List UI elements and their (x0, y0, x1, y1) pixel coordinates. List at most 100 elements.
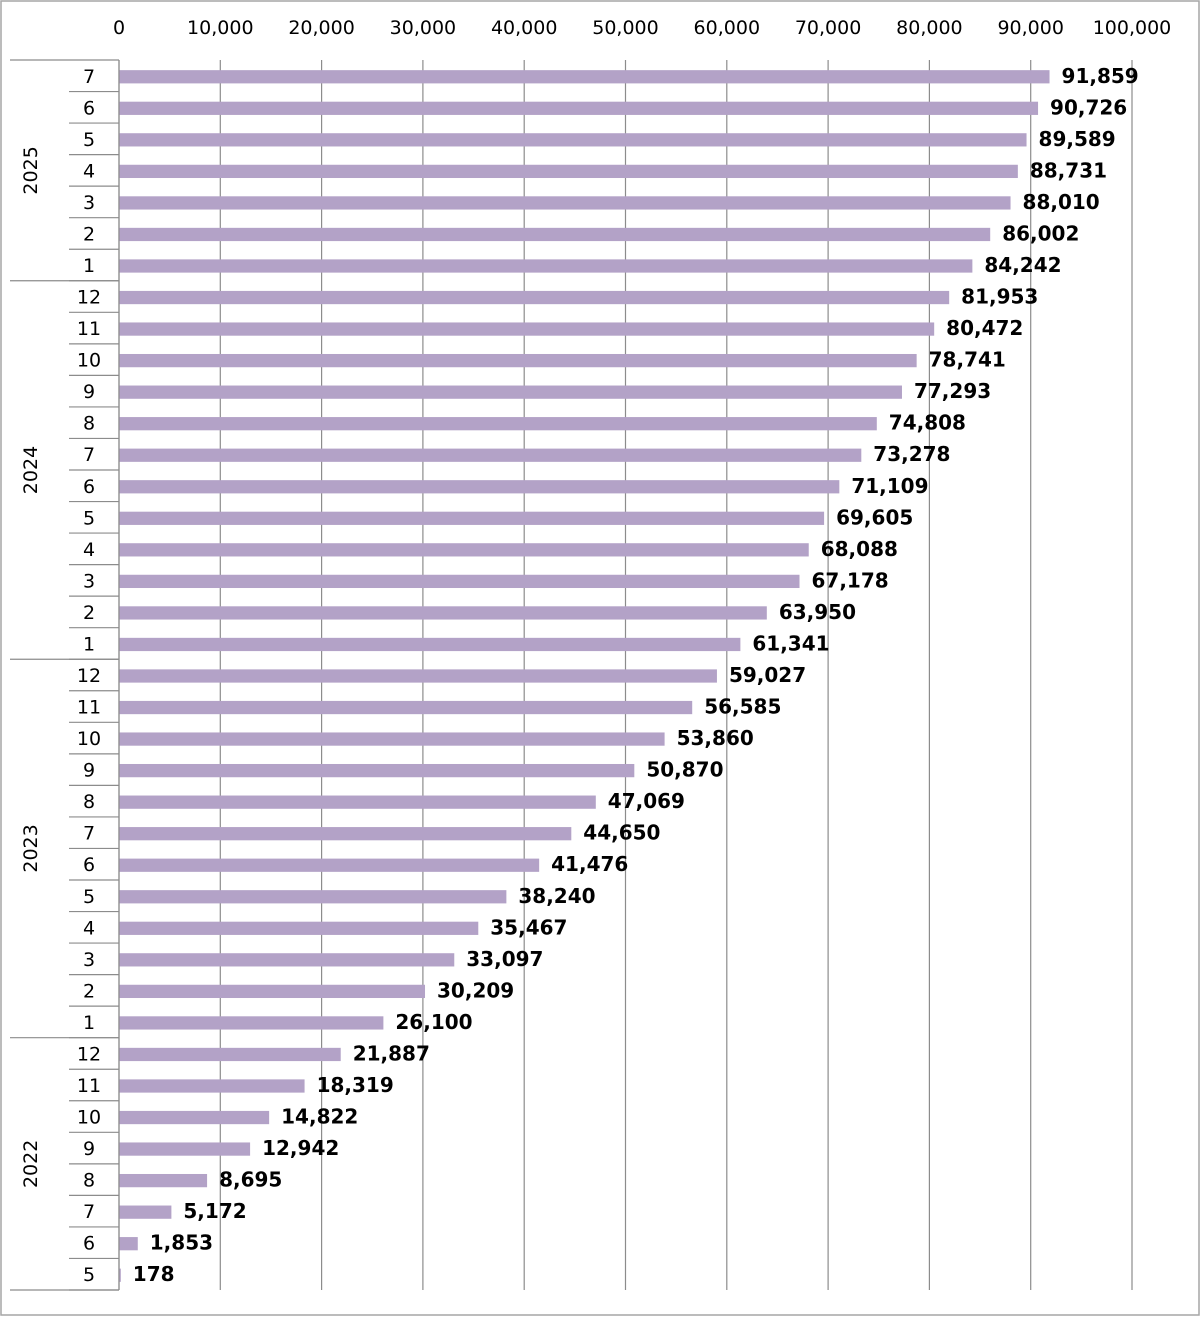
month-label: 6 (83, 854, 95, 876)
data-label: 68,088 (821, 537, 898, 561)
data-label: 30,209 (437, 978, 514, 1002)
x-tick-label: 10,000 (187, 17, 253, 39)
month-label: 11 (77, 1075, 101, 1097)
data-label: 56,585 (704, 695, 781, 719)
x-tick-label: 80,000 (896, 17, 962, 39)
bar-2023-10 (119, 732, 665, 746)
bar-2023-3 (119, 953, 455, 967)
data-label: 91,859 (1062, 64, 1139, 88)
month-label: 12 (77, 665, 101, 687)
bar-2022-9 (119, 1142, 251, 1156)
data-label: 53,860 (677, 726, 754, 750)
month-label: 3 (83, 192, 95, 214)
bar-2022-11 (119, 1079, 305, 1093)
data-label: 18,319 (317, 1073, 394, 1097)
bar-2024-12 (119, 290, 950, 305)
data-label: 33,097 (466, 947, 543, 971)
bar-2022-7 (119, 1205, 172, 1219)
bar-2025-1 (119, 259, 973, 273)
data-label: 63,950 (779, 600, 856, 624)
bar-2024-7 (119, 448, 862, 462)
data-label: 61,341 (752, 631, 829, 655)
x-tick-label: 60,000 (694, 17, 760, 39)
month-label: 2 (83, 602, 95, 624)
bar-2022-8 (119, 1173, 208, 1188)
data-label: 50,870 (646, 758, 723, 782)
data-label: 1,853 (150, 1231, 213, 1255)
year-label-2022: 2022 (20, 1140, 42, 1188)
data-label: 81,953 (961, 285, 1038, 309)
data-label: 44,650 (583, 821, 660, 845)
month-label: 7 (83, 444, 95, 466)
bar-2024-3 (119, 574, 800, 589)
year-label-2025: 2025 (20, 146, 42, 194)
bar-2025-4 (119, 164, 1018, 179)
month-label: 4 (83, 917, 95, 939)
data-label: 14,822 (281, 1105, 358, 1129)
month-label: 6 (83, 476, 95, 498)
bar-2023-11 (119, 700, 693, 715)
month-label: 8 (83, 413, 95, 435)
x-tick-label: 20,000 (288, 17, 354, 39)
bar-2023-9 (119, 763, 635, 778)
bar-2024-8 (119, 417, 877, 431)
bar-2024-10 (119, 353, 917, 368)
data-label: 35,467 (490, 915, 567, 939)
month-label: 8 (83, 791, 95, 813)
data-label: 73,278 (873, 442, 950, 466)
month-label: 9 (83, 760, 95, 782)
data-label: 26,100 (395, 1010, 472, 1034)
month-label: 10 (77, 350, 101, 372)
data-label: 8,695 (219, 1168, 282, 1192)
month-label: 9 (83, 381, 95, 403)
bar-2022-5 (119, 1268, 121, 1282)
bar-2023-6 (119, 858, 540, 872)
data-label: 80,472 (946, 316, 1023, 340)
data-label: 90,726 (1050, 95, 1127, 119)
bar-2025-2 (119, 227, 991, 242)
x-tick-label: 40,000 (491, 17, 557, 39)
bar-2024-6 (119, 480, 840, 494)
labels: 0 10,000 20,000 30,000 40,000 50,000 60,000 70,… (20, 17, 1171, 1286)
x-tick-label: 70,000 (795, 17, 861, 39)
month-label: 7 (83, 1201, 95, 1223)
bar-2022-10 (119, 1110, 270, 1125)
month-label: 9 (83, 1138, 95, 1160)
bar-2023-8 (119, 795, 596, 809)
bars (119, 70, 1050, 1282)
month-label: 5 (83, 886, 95, 908)
x-tick-label: 50,000 (592, 17, 658, 39)
data-label: 47,069 (608, 789, 685, 813)
data-label: 88,731 (1030, 158, 1107, 182)
data-label: 21,887 (353, 1041, 430, 1065)
data-label: 41,476 (551, 852, 628, 876)
bar-2025-7 (119, 70, 1050, 84)
data-label: 12,942 (262, 1136, 339, 1160)
x-tick-label: 90,000 (997, 17, 1063, 39)
data-label: 89,589 (1039, 127, 1116, 151)
month-label: 4 (83, 539, 95, 561)
bar-2024-1 (119, 637, 741, 652)
month-label: 5 (83, 129, 95, 151)
month-label: 4 (83, 160, 95, 182)
month-label: 2 (83, 980, 95, 1002)
bar-2023-1 (119, 1016, 384, 1030)
month-label: 6 (83, 97, 95, 119)
data-label: 88,010 (1023, 190, 1100, 214)
month-label: 6 (83, 1233, 95, 1255)
bar-2022-6 (119, 1237, 138, 1251)
month-label: 10 (77, 1107, 101, 1129)
month-label: 5 (83, 507, 95, 529)
bar-2023-5 (119, 890, 507, 904)
bar-2023-7 (119, 827, 572, 841)
data-label: 71,109 (851, 474, 928, 498)
month-label: 12 (77, 287, 101, 309)
month-label: 11 (77, 318, 101, 340)
bar-2023-4 (119, 921, 479, 935)
year-label-2024: 2024 (20, 446, 42, 494)
month-label: 10 (77, 728, 101, 750)
month-label: 3 (83, 949, 95, 971)
data-label: 77,293 (914, 379, 991, 403)
